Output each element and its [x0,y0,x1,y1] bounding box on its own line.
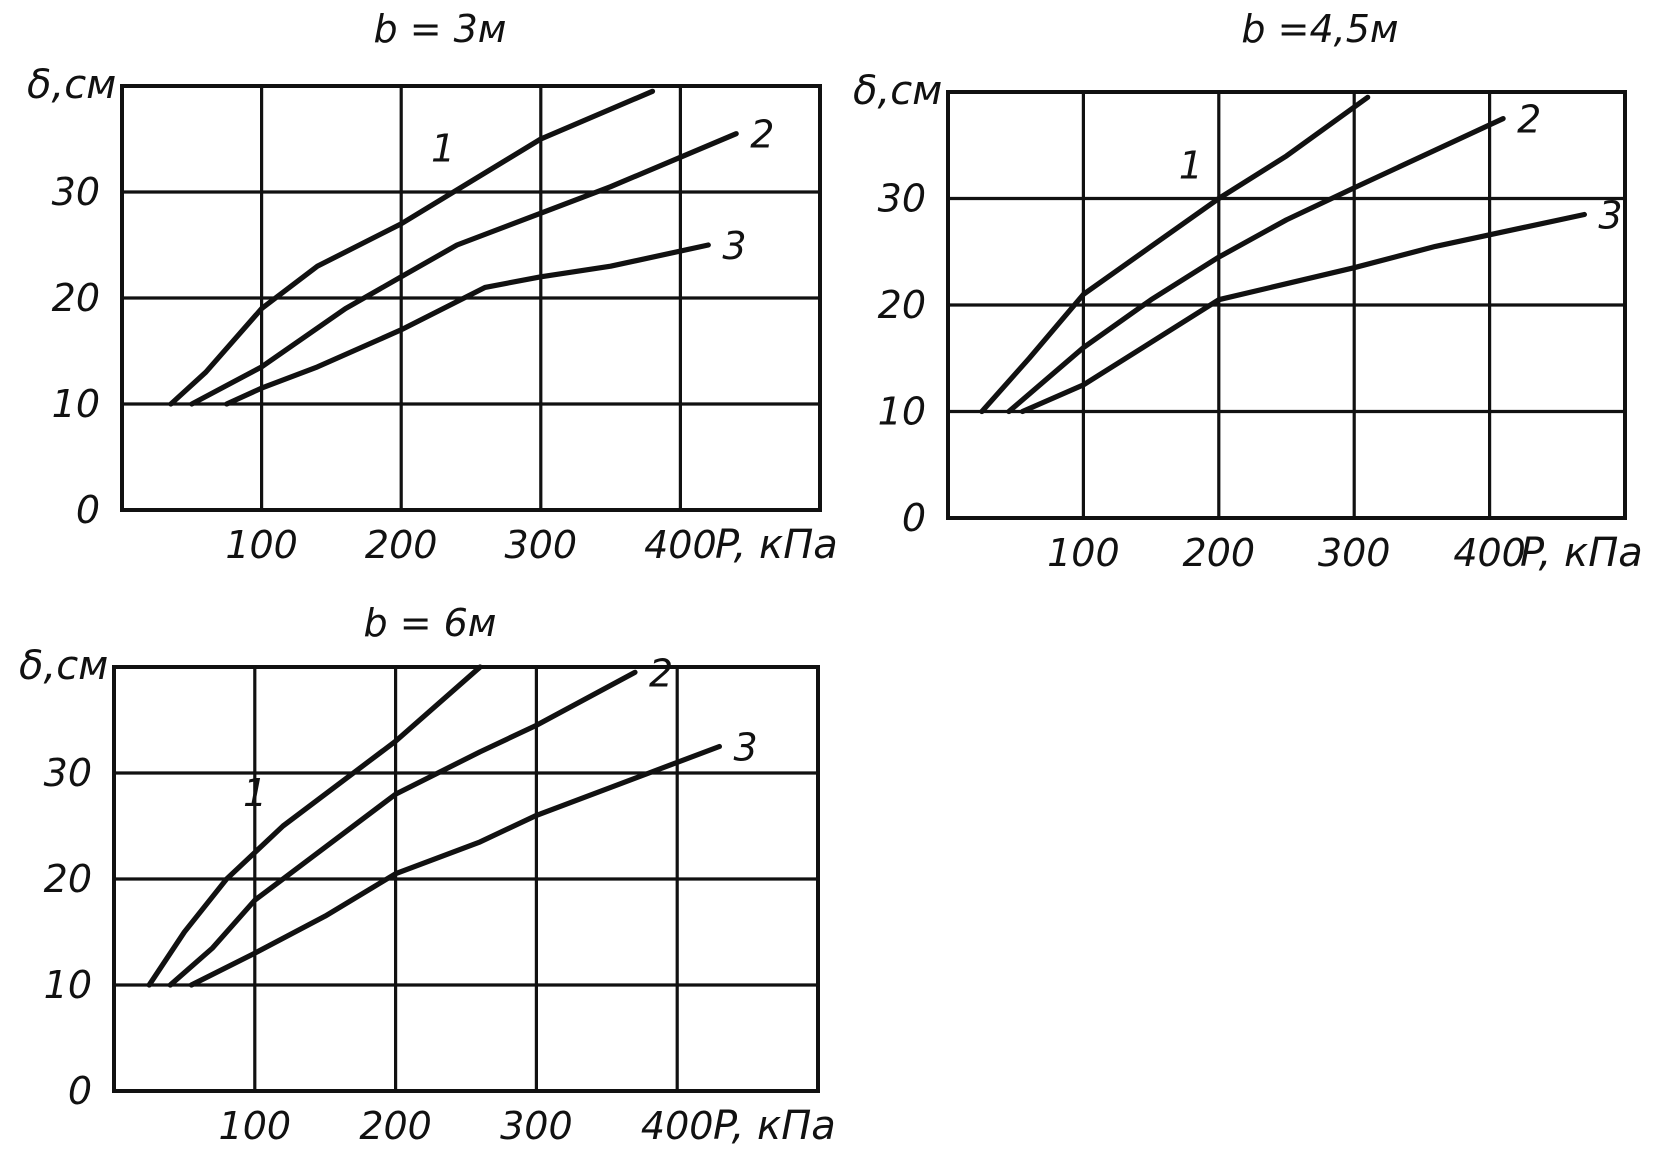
curve-label-1: 1 [243,771,267,815]
x-tick-label-300: 300 [1318,531,1391,575]
chart-panel-b-4-5m: 100 200 300 400 0 10 20 30 δ,см P, кПа b =4,5м 1 2 3 [853,7,1643,576]
x-axis-label: P, кПа [715,522,838,568]
x-tick-label-200: 200 [365,523,438,567]
x-tick-label-100: 100 [1047,531,1120,575]
curve-3 [1019,211,1587,415]
y-tick-label-30: 30 [44,751,92,795]
y-tick-label-20: 20 [878,283,926,327]
y-tick-label-30: 30 [878,177,926,221]
x-tick-label-300: 300 [505,523,578,567]
panel-title: b = 6м [364,601,497,645]
curve-1 [146,664,483,988]
curve-label-3: 3 [1598,193,1622,237]
x-axis-label: P, кПа [713,1103,836,1149]
y-axis-label: δ,см [27,62,116,108]
y-tick-label-20: 20 [52,276,100,320]
curve-label-2: 2 [1517,98,1541,142]
curve-2 [1006,116,1506,415]
x-tick-label-300: 300 [500,1104,573,1148]
chart-panel-b-3m: 100 200 300 400 0 10 20 30 δ,см P, кПа b = 3м 1 2 3 [27,7,838,568]
y-axis-label: δ,см [19,643,108,689]
curve-2 [189,131,739,407]
curve-3 [188,743,722,988]
x-tick-label-400: 400 [1453,531,1526,575]
panel-title: b = 3м [374,7,507,51]
chart-panel-b-6m: 100 200 300 400 0 10 20 30 δ,см P, кПа b = 6м 1 2 3 [19,601,836,1149]
y-tick-label-10: 10 [52,382,100,426]
curve-label-1: 1 [431,126,455,170]
curve-label-1: 1 [1179,144,1203,188]
curve-1 [168,88,656,407]
panel-title: b =4,5м [1241,7,1398,51]
curve-1 [979,94,1371,415]
curve-label-3: 3 [722,224,746,268]
x-tick-label-100: 100 [225,523,298,567]
y-tick-label-10: 10 [878,390,926,434]
x-tick-label-400: 400 [644,523,717,567]
y-tick-label-20: 20 [44,857,92,901]
curve-label-2: 2 [649,651,673,695]
y-tick-label-0: 0 [76,488,100,532]
y-tick-label-10: 10 [44,963,92,1007]
y-tick-label-0: 0 [902,496,926,540]
y-axis-label: δ,см [853,68,942,114]
x-tick-label-200: 200 [359,1104,432,1148]
x-tick-label-100: 100 [219,1104,292,1148]
y-tick-label-30: 30 [52,170,100,214]
x-tick-label-400: 400 [641,1104,714,1148]
curve-label-2: 2 [750,113,774,157]
curve-2 [167,669,638,988]
curve-label-3: 3 [733,726,757,770]
y-tick-label-0: 0 [68,1069,92,1113]
x-tick-label-200: 200 [1183,531,1256,575]
x-axis-label: P, кПа [1520,530,1643,576]
curve-3 [224,242,711,407]
